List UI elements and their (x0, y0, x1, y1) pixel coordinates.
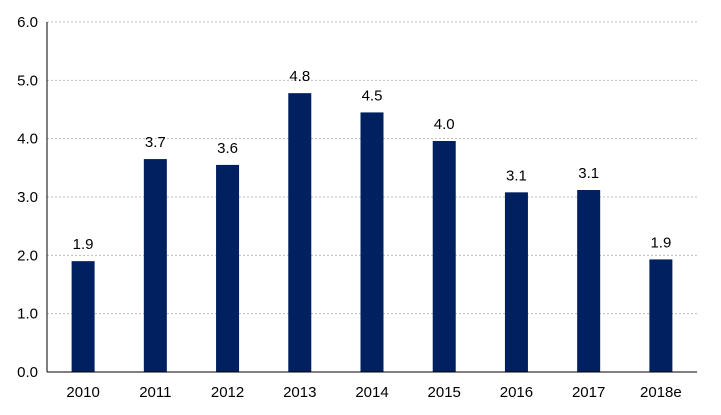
bar-2014 (360, 112, 384, 373)
data-label-2016: 3.1 (506, 167, 527, 184)
y-tick-label: 2.0 (17, 247, 38, 264)
y-tick-label: 5.0 (17, 72, 38, 89)
x-category-label-2014: 2014 (355, 384, 388, 401)
data-label-2017: 3.1 (578, 165, 599, 182)
y-axis-ticks: 0.0 1.0 2.0 3.0 4.0 5.0 6.0 (17, 14, 38, 381)
bar-2016 (504, 192, 528, 372)
bar-2012 (216, 164, 240, 372)
data-label-2010: 1.9 (73, 236, 94, 253)
x-category-label-2018e: 2018e (640, 384, 682, 401)
x-axis-categories: 2010 2011 2012 2013 2014 2015 2016 2017 2018e (66, 384, 681, 401)
data-label-2013: 4.8 (289, 68, 310, 85)
data-label-2015: 4.0 (434, 116, 455, 133)
x-category-label-2015: 2015 (428, 384, 461, 401)
bar-2018e (649, 259, 673, 372)
data-label-2018e: 1.9 (650, 234, 671, 251)
bar-2015 (432, 141, 456, 372)
y-tick-label: 4.0 (17, 131, 38, 148)
x-category-label-2011: 2011 (139, 384, 171, 401)
y-tick-label: 1.0 (17, 306, 38, 323)
y-tick-label: 3.0 (17, 189, 38, 206)
bar-2010 (71, 261, 95, 372)
x-category-label-2017: 2017 (572, 384, 605, 401)
y-tick-label: 0.0 (17, 364, 38, 381)
bars (71, 93, 673, 373)
x-category-label-2010: 2010 (66, 384, 99, 401)
data-labels: 1.9 3.7 3.6 4.8 4.5 4.0 3.1 3.1 1.9 (73, 68, 672, 253)
data-label-2011: 3.7 (145, 134, 166, 151)
bar-2017 (577, 190, 601, 372)
x-category-label-2012: 2012 (211, 384, 244, 401)
data-label-2014: 4.5 (362, 87, 383, 104)
data-label-2012: 3.6 (217, 140, 238, 157)
x-category-label-2013: 2013 (283, 384, 316, 401)
bar-2013 (288, 93, 312, 373)
x-category-label-2016: 2016 (500, 384, 533, 401)
y-tick-label: 6.0 (17, 14, 38, 31)
bar-2011 (143, 159, 167, 372)
